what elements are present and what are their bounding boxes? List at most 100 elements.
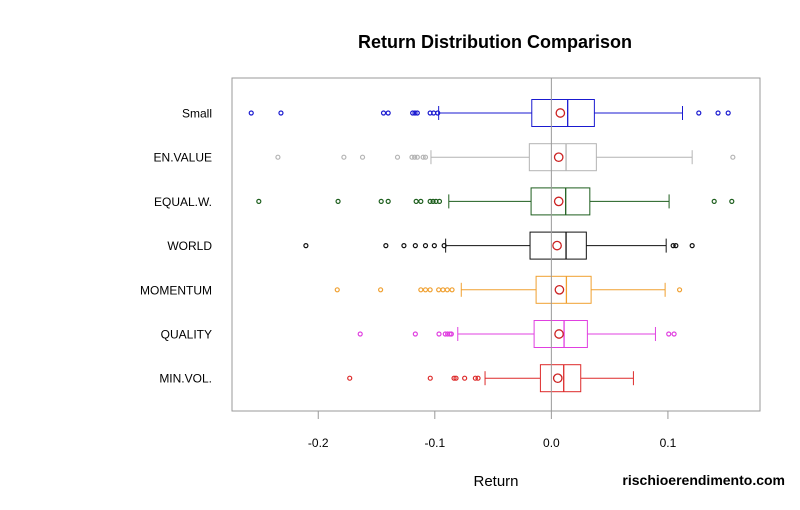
- iqr-box: [529, 231, 587, 260]
- box-world: WORLD: [167, 231, 695, 260]
- outlier-point: [670, 243, 676, 249]
- outlier-point: [448, 331, 454, 337]
- watermark: rischioerendimento.com: [622, 472, 785, 488]
- outlier-point: [666, 331, 672, 337]
- category-label: WORLD: [167, 239, 212, 253]
- outlier-point: [335, 198, 341, 204]
- box-small: Small: [182, 99, 731, 127]
- outlier-point: [436, 331, 442, 337]
- outlier-point: [414, 110, 420, 116]
- outlier-point: [278, 110, 284, 116]
- outlier-point: [412, 331, 418, 337]
- outlier-point: [256, 198, 262, 204]
- outlier-point: [725, 110, 731, 116]
- outlier-point: [422, 243, 429, 249]
- outlier-point: [427, 287, 433, 293]
- box-momentum: MOMENTUM: [140, 275, 683, 304]
- outlier-point: [435, 110, 441, 116]
- outlier-point: [248, 110, 254, 116]
- category-label: Small: [182, 107, 212, 121]
- box-group: Small EN.VALUE EQUAL.W. WORLD MOMENTUM QUALIT…: [140, 78, 736, 411]
- chart-title: Return Distribution Comparison: [358, 32, 632, 52]
- outlier-point: [412, 110, 418, 116]
- outlier-point: [383, 243, 389, 249]
- outlier-point: [444, 287, 450, 293]
- outlier-point: [440, 287, 446, 293]
- outlier-point: [412, 243, 418, 249]
- x-tick-label: 0.1: [660, 436, 677, 450]
- outlier-point: [449, 287, 455, 293]
- box-equalw: EQUAL.W.: [154, 187, 735, 216]
- outlier-point: [380, 110, 387, 116]
- x-axis: -0.2 -0.1 0.0 0.1: [308, 410, 677, 450]
- iqr-box: [530, 187, 591, 216]
- plot-frame: [231, 77, 761, 412]
- box-envalue: EN.VALUE: [154, 143, 736, 172]
- outlier-point: [711, 198, 717, 204]
- x-tick-label: 0.0: [543, 436, 560, 450]
- x-tick-label: -0.2: [308, 436, 329, 450]
- outlier-point: [378, 287, 384, 293]
- mean-marker: [552, 373, 563, 384]
- outlier-point: [676, 287, 683, 293]
- mean-marker: [554, 329, 564, 339]
- outlier-point: [422, 154, 429, 160]
- outlier-point: [418, 198, 424, 204]
- outlier-point: [729, 198, 735, 204]
- outlier-point: [359, 154, 366, 160]
- outlier-point: [696, 110, 702, 116]
- box-quality: QUALITY: [161, 320, 677, 348]
- outlier-point: [418, 287, 424, 293]
- iqr-box: [533, 320, 588, 348]
- outlier-point: [357, 331, 363, 337]
- outlier-point: [413, 198, 419, 204]
- outlier-point: [453, 375, 459, 381]
- outlier-point: [715, 110, 721, 116]
- outlier-point: [385, 110, 391, 116]
- outlier-point: [410, 110, 416, 116]
- outlier-point: [378, 198, 384, 204]
- outlier-point: [430, 198, 436, 204]
- outlier-point: [347, 375, 353, 381]
- x-axis-label: Return: [473, 473, 518, 490]
- outlier-point: [385, 198, 391, 204]
- outlier-point: [462, 375, 468, 381]
- outlier-point: [422, 287, 429, 293]
- outlier-point: [341, 154, 347, 160]
- outlier-point: [412, 154, 418, 160]
- outlier-point: [442, 331, 448, 337]
- outlier-point: [436, 287, 442, 293]
- outlier-point: [671, 331, 677, 337]
- category-label: EN.VALUE: [154, 151, 212, 165]
- outlier-point: [441, 243, 447, 249]
- outlier-point: [420, 154, 426, 160]
- outlier-point: [436, 198, 443, 204]
- outlier-point: [730, 154, 736, 160]
- iqr-box: [539, 364, 582, 393]
- category-label: QUALITY: [161, 328, 212, 342]
- outlier-point: [475, 375, 481, 381]
- mean-marker: [553, 152, 564, 163]
- x-tick-label: -0.1: [424, 436, 445, 450]
- mean-marker: [552, 240, 562, 251]
- outlier-point: [409, 154, 415, 160]
- mean-marker: [553, 196, 564, 207]
- outlier-point: [427, 375, 433, 381]
- outlier-point: [431, 243, 437, 249]
- outlier-point: [275, 154, 281, 160]
- iqr-box: [531, 99, 595, 127]
- outlier-point: [394, 154, 401, 160]
- box-minvol: MIN.VOL.: [159, 364, 634, 393]
- mean-marker: [554, 284, 565, 295]
- outlier-point: [334, 287, 340, 293]
- outlier-point: [303, 243, 309, 249]
- category-label: MOMENTUM: [140, 283, 212, 297]
- category-label: EQUAL.W.: [154, 195, 212, 209]
- outlier-point: [451, 375, 457, 381]
- outlier-point: [689, 243, 695, 249]
- outlier-point: [401, 243, 407, 249]
- outlier-point: [472, 375, 478, 381]
- outlier-point: [673, 243, 679, 249]
- mean-marker: [555, 108, 566, 118]
